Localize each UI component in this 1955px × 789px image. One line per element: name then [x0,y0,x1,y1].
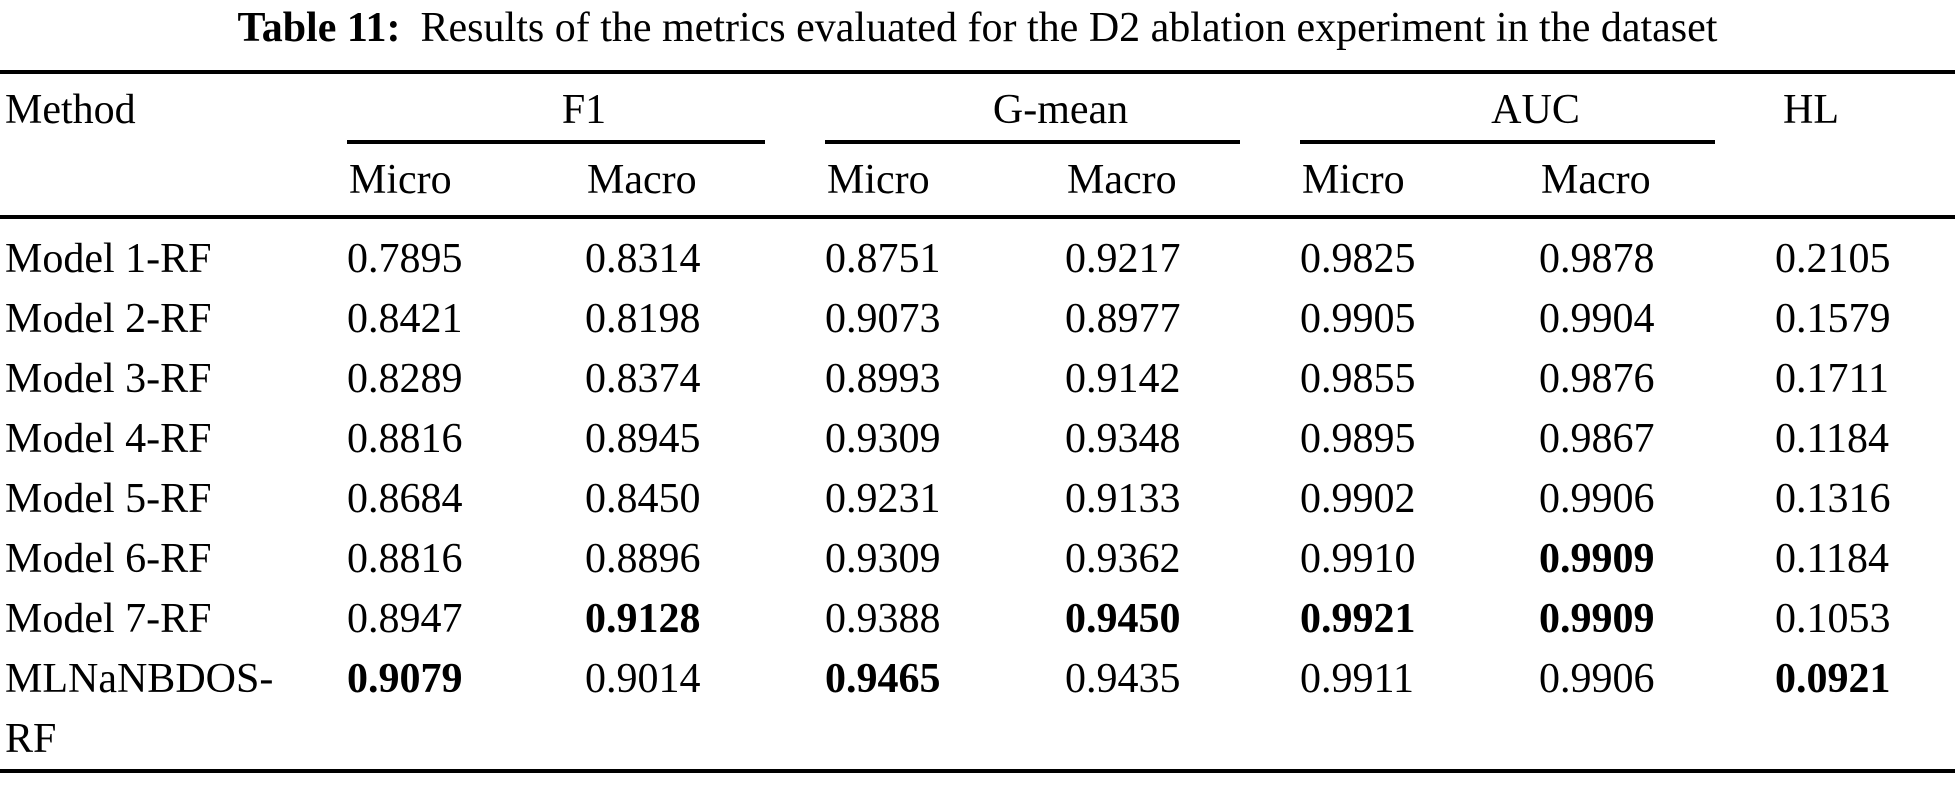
table-row: Model 3-RF 0.8289 0.8374 0.8993 0.9142 0.9855… [0,349,1955,409]
group-header-auc-label: AUC [1491,87,1580,133]
subheader-gmean-micro: Micro [823,144,1064,219]
metric-cell: 0.8947 [347,596,463,642]
metric-cell: 0.8945 [585,416,701,462]
subheader-auc-micro: Micro [1298,144,1538,219]
table-body: Model 1-RF 0.7895 0.8314 0.8751 0.9217 0.9825… [0,217,1955,771]
metric-cell: 0.9435 [1065,656,1181,702]
table-row: Model 4-RF 0.8816 0.8945 0.9309 0.9348 0.9895… [0,409,1955,469]
metric-cell: 0.9906 [1539,476,1655,522]
gmean-group-rule [825,140,1241,144]
metric-cell: 0.1184 [1775,536,1889,582]
metric-cell: 0.9855 [1300,356,1416,402]
metric-cell: 0.9904 [1539,296,1655,342]
metric-cell: 0.8751 [825,236,941,282]
metric-cell: 0.1579 [1775,296,1891,342]
metric-cell: 0.9079 [347,656,463,702]
auc-group-rule [1300,140,1716,144]
metric-cell: 0.9909 [1539,536,1655,582]
caption-text: Results of the metrics evaluated for the… [420,5,1718,51]
metric-cell: 0.8684 [347,476,463,522]
metric-cell: 0.9911 [1300,656,1414,702]
method-cell: Model 6-RF [5,536,212,582]
subheader-f1-macro: Macro [583,144,824,219]
method-cell: Model 4-RF [5,416,212,462]
metric-cell: 0.9867 [1539,416,1655,462]
method-cell: Model 7-RF [5,596,212,642]
metric-cell: 0.9362 [1065,536,1181,582]
metric-cell: 0.9133 [1065,476,1181,522]
f1-group-rule [347,140,766,144]
table-row: Model 7-RF 0.8947 0.9128 0.9388 0.9450 0.9921… [0,589,1955,649]
metric-cell: 0.8450 [585,476,701,522]
method-cell: Model 1-RF [5,236,212,282]
group-header-auc: AUC [1298,72,1773,144]
metric-cell: 0.9142 [1065,356,1181,402]
subheader-f1-micro: Micro [345,144,583,219]
metric-cell: 0.8816 [347,416,463,462]
table-header: Method F1 G-mean AUC HL Micro Macro M [0,72,1955,219]
metric-cell: 0.9309 [825,536,941,582]
metric-cell: 0.8421 [347,296,463,342]
metric-cell: 0.9348 [1065,416,1181,462]
metric-cell: 0.1053 [1775,596,1891,642]
group-header-gmean: G-mean [823,72,1298,144]
results-table: Method F1 G-mean AUC HL Micro Macro M [0,70,1955,773]
metric-cell: 0.9902 [1300,476,1416,522]
table-caption: Table 11: Results of the metrics evaluate… [0,0,1955,70]
metric-cell: 0.8289 [347,356,463,402]
metric-cell: 0.8198 [585,296,701,342]
metric-cell: 0.9921 [1300,596,1416,642]
metric-cell: 0.9825 [1300,236,1416,282]
metric-cell: 0.9217 [1065,236,1181,282]
metric-cell: 0.9014 [585,656,701,702]
metric-cell: 0.7895 [347,236,463,282]
metric-cell: 0.9876 [1539,356,1655,402]
metric-cell: 0.0921 [1775,656,1891,702]
metric-cell: 0.9895 [1300,416,1416,462]
metric-cell: 0.9910 [1300,536,1416,582]
metric-cell: 0.9909 [1539,596,1655,642]
hl-column-header: HL [1773,72,1955,219]
table-row: Model 6-RF 0.8816 0.8896 0.9309 0.9362 0.9910… [0,529,1955,589]
table-row: Model 2-RF 0.8421 0.8198 0.9073 0.8977 0.9905… [0,289,1955,349]
metric-cell: 0.8896 [585,536,701,582]
subheader-auc-macro: Macro [1537,144,1774,219]
metric-cell: 0.9465 [825,656,941,702]
group-header-f1-label: F1 [561,87,607,133]
metric-cell: 0.1184 [1775,416,1889,462]
metric-cell: 0.9073 [825,296,941,342]
metric-cell: 0.9231 [825,476,941,522]
metric-cell: 0.1711 [1775,356,1889,402]
metric-cell: 0.9388 [825,596,941,642]
table-row: Model 5-RF 0.8684 0.8450 0.9231 0.9133 0.9902… [0,469,1955,529]
metric-cell: 0.9309 [825,416,941,462]
method-cell: Model 5-RF [5,476,212,522]
metric-cell: 0.9450 [1065,596,1181,642]
method-column-header: Method [0,72,345,219]
metric-cell: 0.9906 [1539,656,1655,702]
metric-cell: 0.8993 [825,356,941,402]
group-header-f1: F1 [345,72,823,144]
metric-cell: 0.8314 [585,236,701,282]
group-header-row: Method F1 G-mean AUC HL [0,72,1955,219]
method-cell: Model 3-RF [5,356,212,402]
group-header-gmean-label: G-mean [992,87,1129,133]
metric-cell: 0.1316 [1775,476,1891,522]
metric-cell: 0.8374 [585,356,701,402]
table-row: MLNaNBDOS-RF 0.9079 0.9014 0.9465 0.9435 0.99… [0,649,1955,771]
subheader-gmean-macro: Macro [1063,144,1299,219]
method-cell: Model 2-RF [5,296,212,342]
caption-label: Table 11: [237,5,401,51]
metric-cell: 0.8816 [347,536,463,582]
metric-cell: 0.2105 [1775,236,1891,282]
table-row: Model 1-RF 0.7895 0.8314 0.8751 0.9217 0.9825… [0,217,1955,289]
metric-cell: 0.8977 [1065,296,1181,342]
metric-cell: 0.9905 [1300,296,1416,342]
subheader-row: Micro Macro Micro Macro Micro Macro [0,144,1955,219]
metric-cell: 0.9878 [1539,236,1655,282]
metric-cell: 0.9128 [585,596,701,642]
method-cell: MLNaNBDOS-RF [5,656,274,762]
